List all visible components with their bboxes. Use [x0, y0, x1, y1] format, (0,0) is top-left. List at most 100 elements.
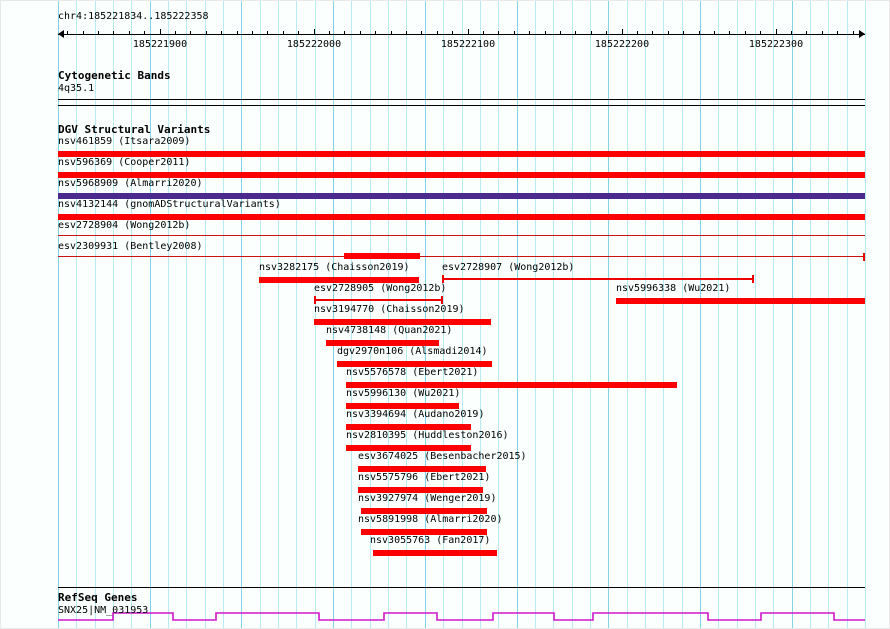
variant-bar[interactable]	[346, 382, 677, 388]
variant-bar[interactable]	[361, 529, 487, 535]
ruler-minor-tick	[221, 31, 222, 35]
ruler-major-tick	[776, 29, 777, 35]
cytoband-label: 4q35.1	[58, 83, 95, 94]
variant-bar[interactable]	[58, 214, 865, 220]
ruler-minor-tick	[791, 31, 792, 35]
variant-bar[interactable]	[337, 361, 492, 367]
variant-bar[interactable]	[361, 508, 487, 514]
ruler-minor-tick	[283, 31, 284, 35]
grid-line	[663, 1, 664, 628]
locus-label: chr4:185221834..185222358	[58, 11, 209, 22]
variant-bar[interactable]	[314, 319, 491, 325]
ruler-minor-tick	[375, 31, 376, 35]
variant-label[interactable]: nsv3282175 (Chaisson2019)	[259, 262, 410, 273]
ruler-minor-tick	[344, 31, 345, 35]
variant-bar[interactable]	[58, 172, 865, 178]
variant-label[interactable]: nsv5575796 (Ebert2021)	[358, 472, 491, 483]
grid-line	[755, 1, 756, 628]
variant-label[interactable]: nsv461859 (Itsara2009)	[58, 136, 191, 147]
variant-label[interactable]: nsv5576578 (Ebert2021)	[346, 367, 479, 378]
variant-label[interactable]: esv2728907 (Wong2012b)	[442, 262, 575, 273]
grid-line	[517, 1, 518, 628]
variant-bar[interactable]	[346, 403, 459, 409]
ruler-right-arrow-icon[interactable]	[859, 30, 865, 38]
ruler-minor-tick	[591, 31, 592, 35]
refseq-gene-track[interactable]	[1, 601, 890, 629]
ruler-minor-tick	[560, 31, 561, 35]
ruler-tick-label: 185222300	[748, 39, 804, 50]
ruler-minor-tick	[652, 31, 653, 35]
grid-line	[223, 1, 224, 628]
ruler-minor-tick	[745, 31, 746, 35]
section-title-dgv-structural-variants: DGV Structural Variants	[58, 123, 211, 136]
ruler-major-tick	[622, 29, 623, 35]
variant-bar[interactable]	[358, 466, 486, 472]
variant-bar[interactable]	[259, 277, 419, 283]
ruler-minor-tick	[837, 31, 838, 35]
ruler-tick-label: 185222000	[286, 39, 342, 50]
grid-line	[792, 1, 793, 628]
variant-bar[interactable]	[346, 424, 471, 430]
variant-bar[interactable]	[58, 256, 865, 257]
variant-bar[interactable]	[58, 193, 865, 199]
variant-label[interactable]: nsv4738148 (Quan2021)	[326, 325, 453, 336]
variant-label[interactable]: nsv3927974 (Wenger2019)	[358, 493, 497, 504]
variant-label[interactable]: nsv3055763 (Fan2017)	[370, 535, 491, 546]
grid-line	[76, 1, 77, 628]
section-title-cytogenetic-bands: Cytogenetic Bands	[58, 69, 171, 82]
ruler-minor-tick	[421, 31, 422, 35]
variant-label[interactable]: nsv2810395 (Huddleston2016)	[346, 430, 509, 441]
variant-bar-segment[interactable]	[344, 253, 420, 259]
variant-label[interactable]: esv2728905 (Wong2012b)	[314, 283, 447, 294]
variant-label[interactable]: esv2728904 (Wong2012b)	[58, 220, 191, 231]
variant-bar[interactable]	[358, 487, 483, 493]
grid-line	[553, 1, 554, 628]
variant-bar[interactable]	[58, 151, 865, 157]
variant-end-tick-right	[863, 253, 865, 261]
grid-line	[718, 1, 719, 628]
ruler-minor-tick	[298, 31, 299, 35]
refseq-separator	[58, 587, 865, 588]
variant-label[interactable]: dgv2970n106 (Alsmadi2014)	[337, 346, 488, 357]
variant-end-tick-right	[441, 296, 443, 304]
ruler-minor-tick	[175, 31, 176, 35]
ruler-minor-tick	[575, 31, 576, 35]
variant-bar[interactable]	[373, 550, 497, 556]
variant-end-tick-left	[314, 296, 316, 304]
variant-label[interactable]: esv2309931 (Bentley2008)	[58, 241, 203, 252]
grid-line	[186, 1, 187, 628]
variant-label[interactable]: nsv5996130 (Wu2021)	[346, 388, 461, 399]
grid-line	[737, 1, 738, 628]
grid-line	[535, 1, 536, 628]
variant-label[interactable]: nsv596369 (Cooper2011)	[58, 157, 191, 168]
variant-label[interactable]: nsv3194770 (Chaisson2019)	[314, 304, 465, 315]
ruler-left-arrow-icon[interactable]	[58, 30, 64, 38]
grid-line	[333, 1, 334, 628]
variant-bar[interactable]	[616, 298, 865, 304]
variant-label[interactable]: nsv5891998 (Almarri2020)	[358, 514, 503, 525]
variant-bar[interactable]	[58, 235, 865, 236]
grid-line	[700, 1, 701, 628]
coordinate-ruler[interactable]: 185221900 185222000 185222100 185222200 1852…	[1, 27, 889, 53]
grid-line	[682, 1, 683, 628]
variant-bar[interactable]	[314, 299, 443, 301]
variant-bar[interactable]	[326, 340, 439, 346]
variant-label[interactable]: esv3674025 (Besenbacher2015)	[358, 451, 527, 462]
ruler-minor-tick	[437, 31, 438, 35]
cytoband-separator-top	[58, 99, 865, 100]
variant-label[interactable]: nsv3394694 (Audano2019)	[346, 409, 485, 420]
grid-line	[278, 1, 279, 628]
variant-label[interactable]: nsv5996338 (Wu2021)	[616, 283, 731, 294]
ruler-minor-tick	[144, 31, 145, 35]
grid-line	[608, 1, 609, 628]
ruler-minor-tick	[514, 31, 515, 35]
variant-bar[interactable]	[346, 445, 471, 451]
grid-line	[773, 1, 774, 628]
variant-bar[interactable]	[442, 278, 754, 280]
variant-label[interactable]: nsv5968909 (Almarri2020)	[58, 178, 203, 189]
ruler-minor-tick	[98, 31, 99, 35]
variant-label[interactable]: nsv4132144 (gnomADStructuralVariants)	[58, 199, 281, 210]
ruler-minor-tick	[406, 31, 407, 35]
grid-line	[296, 1, 297, 628]
